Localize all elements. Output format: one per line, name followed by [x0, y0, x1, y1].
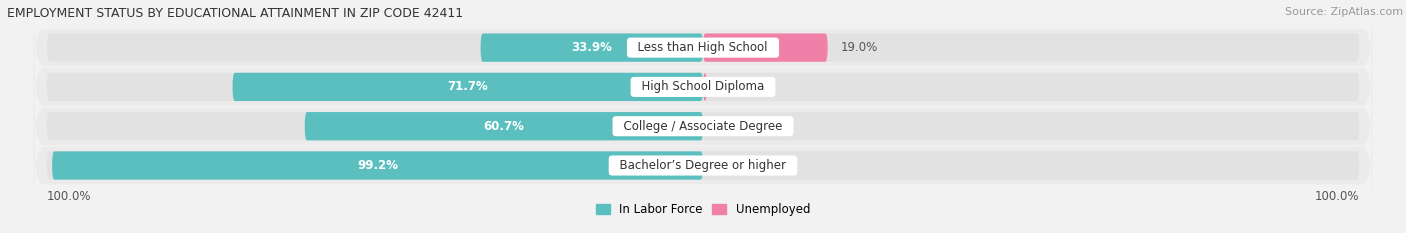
Text: High School Diploma: High School Diploma	[634, 80, 772, 93]
FancyBboxPatch shape	[481, 34, 703, 62]
Text: 19.0%: 19.0%	[841, 41, 877, 54]
FancyBboxPatch shape	[34, 7, 1372, 88]
Text: EMPLOYMENT STATUS BY EDUCATIONAL ATTAINMENT IN ZIP CODE 42411: EMPLOYMENT STATUS BY EDUCATIONAL ATTAINM…	[7, 7, 463, 20]
FancyBboxPatch shape	[34, 125, 1372, 206]
FancyBboxPatch shape	[46, 112, 1360, 140]
FancyBboxPatch shape	[34, 86, 1372, 166]
Text: 71.7%: 71.7%	[447, 80, 488, 93]
FancyBboxPatch shape	[703, 73, 707, 101]
Text: 100.0%: 100.0%	[1315, 190, 1360, 203]
FancyBboxPatch shape	[703, 34, 828, 62]
Text: Less than High School: Less than High School	[630, 41, 776, 54]
Text: 60.7%: 60.7%	[484, 120, 524, 133]
Text: 0.6%: 0.6%	[720, 80, 749, 93]
FancyBboxPatch shape	[46, 34, 1360, 62]
Text: College / Associate Degree: College / Associate Degree	[616, 120, 790, 133]
FancyBboxPatch shape	[46, 151, 1360, 180]
FancyBboxPatch shape	[232, 73, 703, 101]
Text: 99.2%: 99.2%	[357, 159, 398, 172]
Text: 0.0%: 0.0%	[716, 120, 745, 133]
FancyBboxPatch shape	[34, 47, 1372, 127]
FancyBboxPatch shape	[46, 73, 1360, 101]
Text: Bachelor’s Degree or higher: Bachelor’s Degree or higher	[612, 159, 794, 172]
FancyBboxPatch shape	[52, 151, 703, 180]
Text: 0.0%: 0.0%	[716, 159, 745, 172]
Legend: In Labor Force, Unemployed: In Labor Force, Unemployed	[591, 199, 815, 221]
Text: 100.0%: 100.0%	[46, 190, 91, 203]
FancyBboxPatch shape	[305, 112, 703, 140]
Text: 33.9%: 33.9%	[571, 41, 612, 54]
Text: Source: ZipAtlas.com: Source: ZipAtlas.com	[1285, 7, 1403, 17]
